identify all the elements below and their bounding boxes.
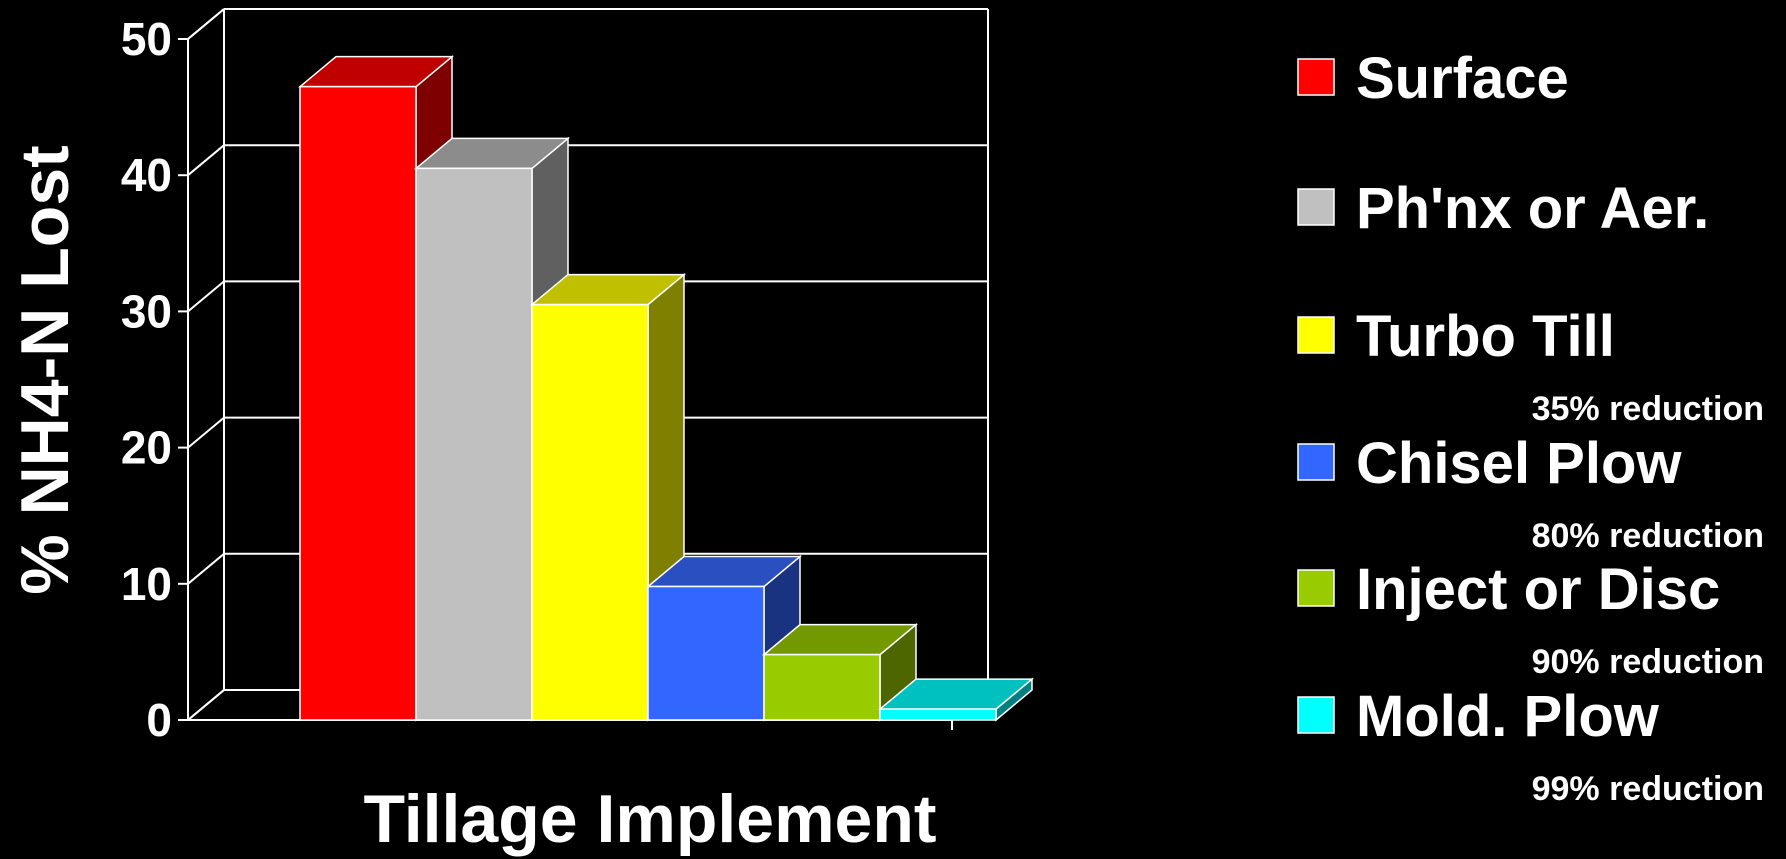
bar-front-mold-plow bbox=[879, 708, 997, 721]
gridline-diag-40 bbox=[187, 144, 225, 176]
gridline-diag-10 bbox=[187, 553, 225, 585]
bar-front-inject-or-disc bbox=[763, 653, 881, 721]
y-axis-title: % NH4-N Lost bbox=[7, 145, 83, 595]
bar-front-turbo-till bbox=[531, 303, 649, 721]
legend-swatch-turbo-till bbox=[1297, 316, 1335, 354]
y-tick-label-0: 0 bbox=[146, 694, 172, 746]
legend-item-chisel-plow: Chisel Plow 80% reduction bbox=[1297, 431, 1764, 555]
y-tick-label-20: 20 bbox=[121, 422, 172, 474]
legend: Surface Ph'nx or Aer. Turbo Till 35% reduct… bbox=[1297, 46, 1764, 808]
gridline-diag-0 bbox=[187, 689, 225, 721]
bar-turbo-till bbox=[529, 272, 687, 722]
legend-swatch-chisel-plow bbox=[1297, 443, 1335, 481]
bar-chisel-plow bbox=[645, 554, 803, 722]
bar-mold-plow bbox=[877, 677, 1035, 722]
legend-item-inject-or-disc: Inject or Disc 90% reduction bbox=[1297, 557, 1764, 681]
y-tick-label-10: 10 bbox=[121, 558, 172, 610]
legend-note-inject-or-disc: 90% reduction bbox=[1532, 643, 1764, 681]
legend-note-mold-plow: 99% reduction bbox=[1532, 770, 1764, 808]
gridline-diag-30 bbox=[187, 280, 225, 313]
legend-item-mold-plow: Mold. Plow 99% reduction bbox=[1297, 684, 1764, 808]
legend-swatch-mold-plow bbox=[1297, 696, 1335, 734]
bar-front-chisel-plow bbox=[647, 585, 765, 721]
legend-note-turbo-till: 35% reduction bbox=[1532, 390, 1764, 428]
bar-front-ph-nx-or-aer bbox=[415, 167, 533, 721]
legend-label-chisel-plow: Chisel Plow bbox=[1356, 431, 1682, 496]
gridline-diag-50 bbox=[187, 8, 225, 40]
legend-label-ph-nx-or-aer: Ph'nx or Aer. bbox=[1356, 176, 1709, 241]
legend-label-turbo-till: Turbo Till bbox=[1356, 304, 1615, 369]
y-tick-label-50: 50 bbox=[121, 13, 172, 65]
legend-label-inject-or-disc: Inject or Disc bbox=[1356, 557, 1720, 622]
y-tick-label-40: 40 bbox=[121, 149, 172, 201]
bar-front-surface bbox=[299, 85, 417, 721]
legend-item-ph-nx-or-aer: Ph'nx or Aer. bbox=[1297, 176, 1709, 241]
bars bbox=[297, 55, 1035, 722]
legend-item-surface: Surface bbox=[1297, 46, 1569, 111]
x-axis-title: Tillage Implement bbox=[363, 781, 936, 857]
legend-label-mold-plow: Mold. Plow bbox=[1356, 684, 1660, 749]
y-axis-ticks: 0 10 20 30 40 50 bbox=[121, 13, 188, 746]
gridline-diag-20 bbox=[187, 416, 225, 449]
legend-swatch-inject-or-disc bbox=[1297, 569, 1335, 607]
legend-note-chisel-plow: 80% reduction bbox=[1532, 517, 1764, 555]
y-tick-label-30: 30 bbox=[121, 285, 172, 337]
legend-label-surface: Surface bbox=[1356, 46, 1569, 111]
legend-item-turbo-till: Turbo Till 35% reduction bbox=[1297, 304, 1764, 428]
legend-swatch-ph-nx-or-aer bbox=[1297, 188, 1335, 226]
legend-swatch-surface bbox=[1297, 58, 1335, 96]
